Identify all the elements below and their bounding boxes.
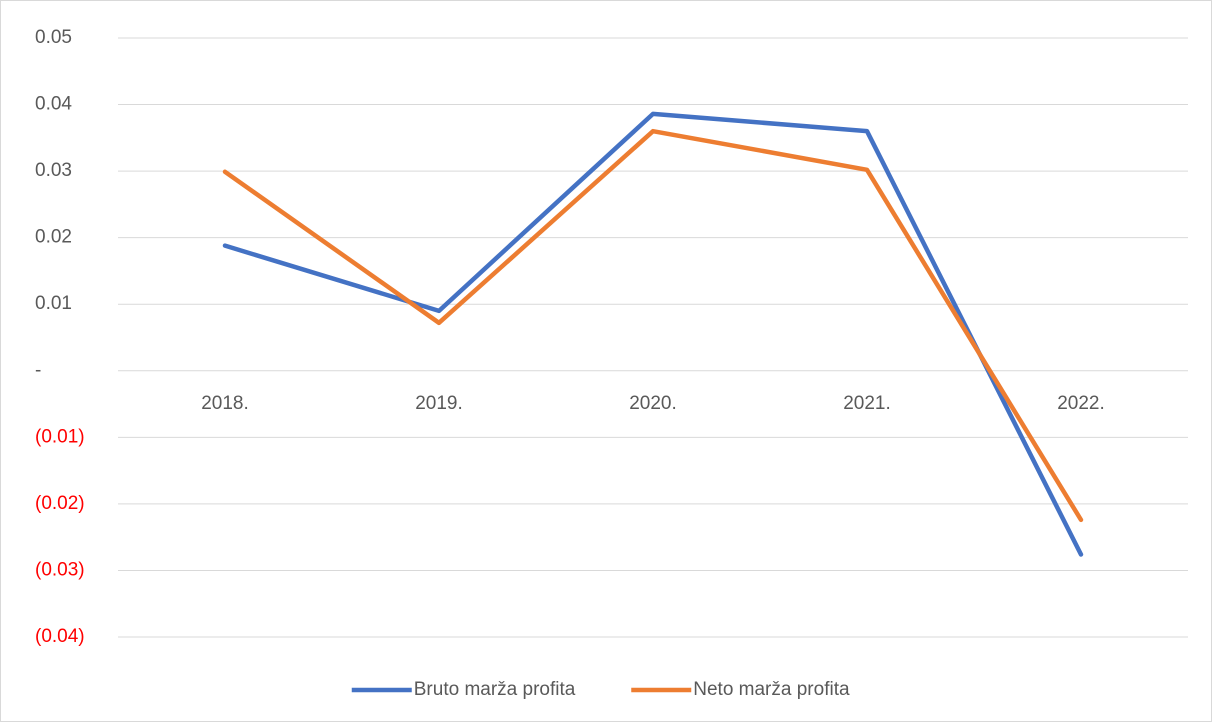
- x-tick-label: 2021.: [843, 393, 891, 414]
- y-tick-label: 0.04: [35, 94, 72, 115]
- series-line: [222, 111, 1084, 557]
- y-tick-label: (0.02): [35, 493, 85, 514]
- y-tick-label: 0.03: [35, 160, 72, 181]
- x-tick-label: 2020.: [629, 393, 677, 414]
- y-tick-label: 0.02: [35, 227, 72, 248]
- y-tick-label: (0.03): [35, 559, 85, 580]
- x-tick-label: 2022.: [1057, 393, 1105, 414]
- y-tick-label: (0.04): [35, 626, 85, 647]
- x-tick-label: 2019.: [415, 393, 463, 414]
- y-tick-label: -: [35, 360, 41, 381]
- y-tick-label: 0.05: [35, 27, 72, 48]
- y-tick-label: (0.01): [35, 426, 85, 447]
- x-tick-label: 2018.: [201, 393, 249, 414]
- series-line: [222, 128, 1084, 523]
- y-tick-label: 0.01: [35, 293, 72, 314]
- legend-label: Bruto marža profita: [414, 679, 576, 700]
- legend-label: Neto marža profita: [693, 679, 850, 700]
